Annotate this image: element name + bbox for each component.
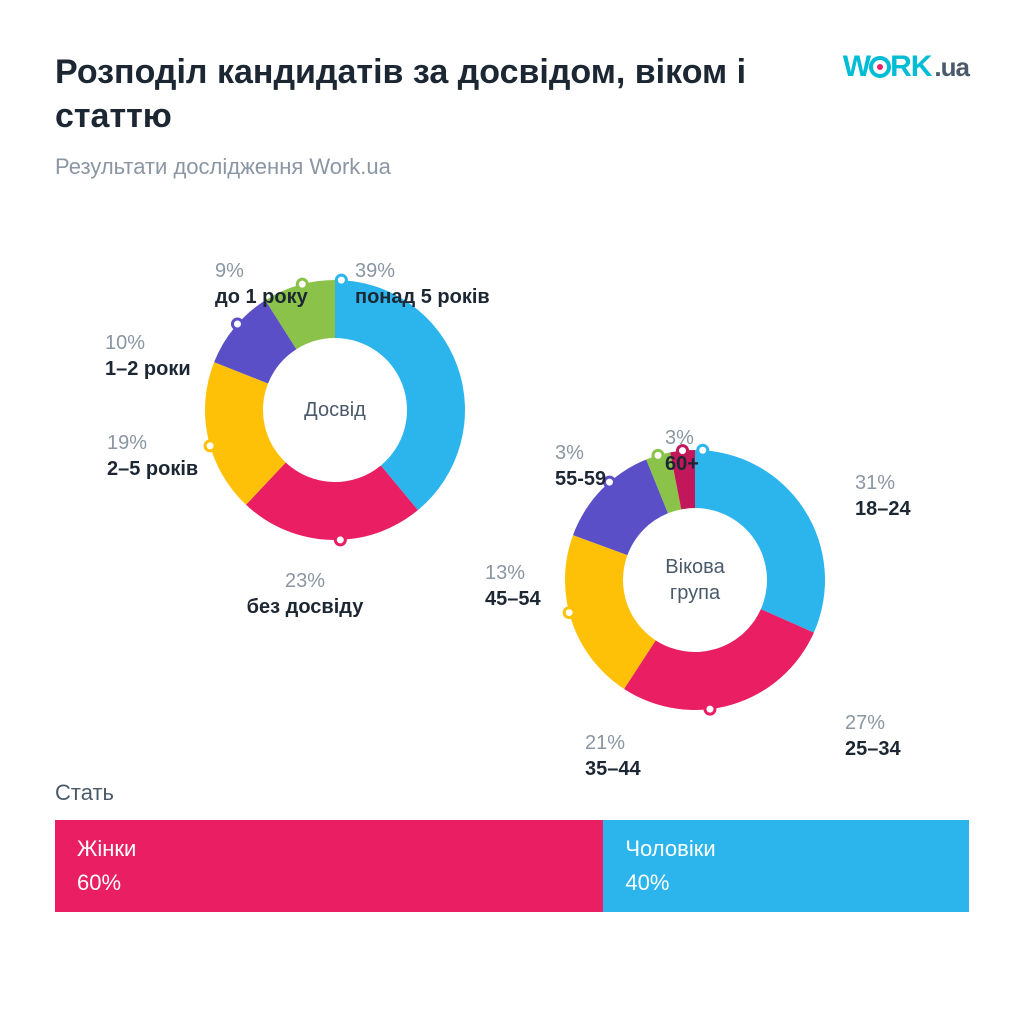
gender-title: Стать: [55, 780, 969, 806]
slice-txt: 45–54: [485, 586, 541, 612]
slice-dot: [205, 441, 215, 451]
logo-ua: .ua: [934, 52, 969, 83]
slice-dot: [336, 276, 346, 286]
slice-txt: 18–24: [855, 496, 911, 522]
slice-pct: 31%: [855, 470, 911, 496]
slice-pct: 19%: [107, 430, 198, 456]
slice-label: 3%60+: [665, 425, 699, 477]
slice-label: 27%25–34: [845, 710, 901, 762]
slice-txt: 60+: [665, 451, 699, 477]
page-subtitle: Результати дослідження Work.ua: [55, 154, 969, 180]
slice-pct: 27%: [845, 710, 901, 736]
slice-label: 3%55-59: [555, 440, 606, 492]
gender-name: Чоловіки: [625, 836, 947, 862]
experience-donut: 39%понад 5 років23%без досвіду19%2–5 рок…: [195, 270, 475, 550]
logo-o-icon: [869, 56, 891, 78]
slice-dot: [335, 535, 345, 545]
slice-label: 31%18–24: [855, 470, 911, 522]
slice-txt: до 1 року: [215, 284, 308, 310]
gender-section: Стать Жінки 60% Чоловіки 40%: [55, 780, 969, 912]
gender-bar: Жінки 60% Чоловіки 40%: [55, 820, 969, 912]
slice-pct: 39%: [355, 258, 490, 284]
slice-txt: 25–34: [845, 736, 901, 762]
gender-value: 60%: [77, 870, 581, 896]
slice-pct: 3%: [555, 440, 606, 466]
donut-slice: [624, 610, 814, 711]
slice-txt: 1–2 роки: [105, 356, 191, 382]
slice-pct: 9%: [215, 258, 308, 284]
slice-txt: понад 5 років: [355, 284, 490, 310]
gender-value: 40%: [625, 870, 947, 896]
donut-center-label: Досвід: [304, 397, 366, 423]
logo-text: RK: [890, 50, 931, 84]
donut-center-label: Віковагрупа: [665, 554, 724, 606]
slice-label: 10%1–2 роки: [105, 330, 191, 382]
slice-txt: без досвіду: [247, 594, 364, 620]
slice-label: 9%до 1 року: [215, 258, 308, 310]
work-ua-logo: W RK .ua: [843, 50, 969, 84]
slice-pct: 10%: [105, 330, 191, 356]
slice-label: 13%45–54: [485, 560, 541, 612]
slice-label: 39%понад 5 років: [355, 258, 490, 310]
charts-area: 39%понад 5 років 23%без досвіду 19%2–5 рок…: [55, 210, 969, 780]
logo-text: W: [843, 50, 870, 84]
slice-pct: 3%: [665, 425, 699, 451]
slice-pct: 13%: [485, 560, 541, 586]
age-donut: 31%18–2427%25–3421%35–4413%45–543%55-593…: [555, 440, 835, 720]
donut-slice: [335, 280, 465, 510]
slice-txt: 55-59: [555, 466, 606, 492]
slice-pct: 21%: [585, 730, 641, 756]
slice-txt: 2–5 років: [107, 456, 198, 482]
gender-name: Жінки: [77, 836, 581, 862]
gender-segment: Чоловіки 40%: [603, 820, 969, 912]
slice-txt: 35–44: [585, 756, 641, 782]
slice-label: 19%2–5 років: [107, 430, 198, 482]
slice-dot: [232, 319, 242, 329]
slice-pct: 23%: [247, 568, 364, 594]
slice-label: 21%35–44: [585, 730, 641, 782]
slice-label: 23%без досвіду: [247, 568, 364, 620]
gender-segment: Жінки 60%: [55, 820, 603, 912]
slice-dot: [653, 451, 663, 461]
slice-dot: [705, 705, 715, 715]
slice-dot: [564, 608, 574, 618]
page-title: Розподіл кандидатів за досвідом, віком і…: [55, 50, 755, 138]
header: Розподіл кандидатів за досвідом, віком і…: [55, 50, 969, 138]
slice-dot: [698, 446, 708, 456]
